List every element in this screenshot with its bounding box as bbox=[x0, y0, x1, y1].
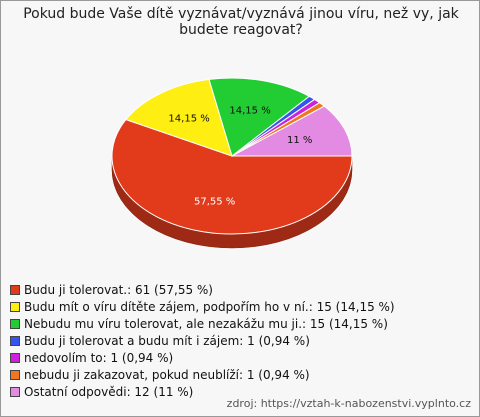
legend-item: nedovolím to: 1 (0,94 %) bbox=[10, 349, 395, 366]
legend-item: nebudu ji zakazovat, pokud neublíží: 1 (… bbox=[10, 366, 395, 383]
legend-item: Nebudu mu víru tolerovat, ale nezakážu m… bbox=[10, 315, 395, 332]
legend-swatch bbox=[10, 386, 20, 397]
legend-swatch bbox=[10, 318, 20, 329]
slice-label: 14,15 % bbox=[168, 113, 209, 124]
legend-label: nebudu ji zakazovat, pokud neublíží: 1 (… bbox=[24, 367, 310, 382]
slice-label: 11 % bbox=[287, 135, 312, 146]
pie: 57,55 % 14,15 % 14,15 % 11 % bbox=[111, 77, 353, 249]
source: zdroj: https://vztah-k-nabozenstvi.vypln… bbox=[226, 397, 471, 410]
legend-item: Budu ji tolerovat.: 61 (57,55 %) bbox=[10, 281, 395, 298]
pie-slice bbox=[231, 105, 353, 157]
legend-label: Budu ji tolerovat.: 61 (57,55 %) bbox=[24, 282, 213, 297]
pie-slice bbox=[125, 78, 233, 157]
legend-label: nedovolím to: 1 (0,94 %) bbox=[24, 350, 174, 365]
legend-swatch bbox=[10, 284, 20, 295]
legend-item: Ostatní odpovědi: 12 (11 %) bbox=[10, 383, 395, 400]
legend-swatch bbox=[10, 335, 20, 346]
legend-label: Budu ji tolerovat a budu mít i zájem: 1 … bbox=[24, 333, 310, 348]
pie-slice bbox=[208, 77, 311, 157]
legend-item: Budu mít o víru dítěte zájem, podpořím h… bbox=[10, 298, 395, 315]
legend-label: Nebudu mu víru tolerovat, ale nezakážu m… bbox=[24, 316, 388, 331]
legend-label: Budu mít o víru dítěte zájem, podpořím h… bbox=[24, 299, 395, 314]
pie-slice bbox=[111, 118, 353, 235]
legend: Budu ji tolerovat.: 61 (57,55 %) Budu mít… bbox=[10, 281, 395, 400]
legend-swatch bbox=[10, 369, 20, 380]
legend-item: Budu ji tolerovat a budu mít i zájem: 1 … bbox=[10, 332, 395, 349]
legend-label: Ostatní odpovědi: 12 (11 %) bbox=[24, 384, 194, 399]
legend-swatch bbox=[10, 301, 20, 312]
chart-title: Pokud bude Vaše dítě vyznávat/vyznává ji… bbox=[23, 6, 459, 38]
legend-swatch bbox=[10, 352, 20, 363]
slice-label: 57,55 % bbox=[194, 196, 235, 207]
slice-label: 14,15 % bbox=[229, 106, 270, 117]
